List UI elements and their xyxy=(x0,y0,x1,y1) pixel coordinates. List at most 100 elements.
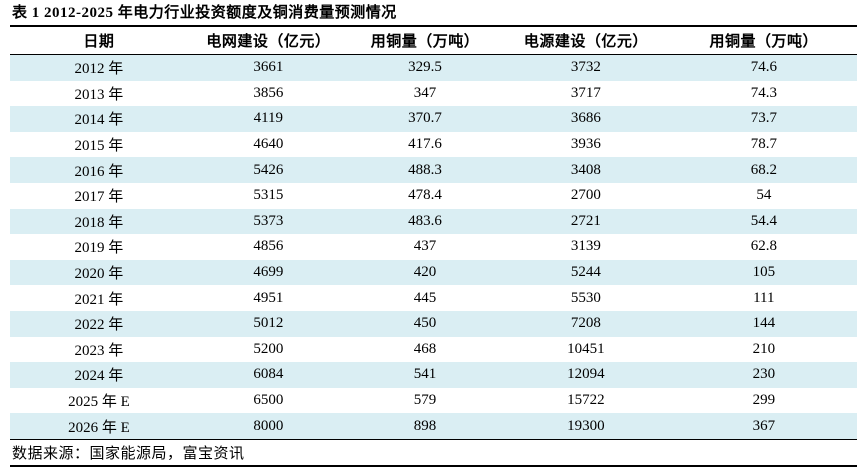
cell-value: 417.6 xyxy=(408,136,442,153)
cell-value: 450 xyxy=(413,315,437,332)
table-header: 日期 电网建设（亿元） 用铜量（万吨） 电源建设（亿元） 用铜量（万吨） xyxy=(10,26,857,55)
cell-value: 144 xyxy=(752,315,776,332)
cell-value: 420 xyxy=(413,264,437,281)
header-grid-copper: 用铜量（万吨） xyxy=(348,26,502,55)
cell-value: 3717 xyxy=(570,84,601,101)
cell-value: 7208 xyxy=(570,315,601,332)
cell-value: 478.4 xyxy=(408,187,442,204)
cell-value: 437 xyxy=(413,238,437,255)
header-row: 日期 电网建设（亿元） 用铜量（万吨） 电源建设（亿元） 用铜量（万吨） xyxy=(10,26,857,55)
cell-date: 2014 年 xyxy=(74,112,124,129)
cell-value: 3408 xyxy=(570,161,601,178)
cell-value: 3661 xyxy=(253,59,284,76)
cell-value: 19300 xyxy=(567,417,605,434)
cell-value: 468 xyxy=(413,340,437,357)
cell-value: 54.4 xyxy=(750,212,777,229)
cell-date: 2022 年 xyxy=(74,317,124,334)
source-note: 数据来源：国家能源局，富宝资讯 xyxy=(10,438,857,466)
cell-value: 5244 xyxy=(570,264,601,281)
table-row: 2013 年 3856 347 3717 74.3 xyxy=(10,81,857,107)
cell-value: 62.8 xyxy=(750,238,777,255)
header-date: 日期 xyxy=(10,26,188,55)
cell-date: 2023 年 xyxy=(74,342,124,359)
cell-value: 367 xyxy=(752,417,776,434)
table-row: 2017 年 5315 478.4 2700 54 xyxy=(10,183,857,209)
table-row: 2018 年 5373 483.6 2721 54.4 xyxy=(10,208,857,235)
cell-value: 15722 xyxy=(567,392,605,409)
cell-value: 4640 xyxy=(253,136,284,153)
table-row: 2015 年 4640 417.6 3936 78.7 xyxy=(10,132,857,158)
cell-date: 2013 年 xyxy=(74,86,124,103)
header-power-investment: 电源建设（亿元） xyxy=(501,26,671,55)
cell-value: 6500 xyxy=(253,392,284,409)
cell-value: 5373 xyxy=(253,212,284,229)
header-power-copper: 用铜量（万吨） xyxy=(670,26,857,55)
table-row: 2016 年 5426 488.3 3408 68.2 xyxy=(10,157,857,183)
cell-date: 2019 年 xyxy=(74,240,124,257)
cell-value: 299 xyxy=(752,392,776,409)
cell-value: 4119 xyxy=(253,110,284,127)
cell-value: 370.7 xyxy=(408,110,442,127)
cell-date: 2012 年 xyxy=(74,61,124,78)
cell-value: 483.6 xyxy=(408,212,442,229)
cell-value: 5012 xyxy=(253,315,284,332)
table-row: 2023 年 5200 468 10451 210 xyxy=(10,337,857,363)
table-row: 2024 年 6084 541 12094 230 xyxy=(10,362,857,388)
cell-value: 8000 xyxy=(253,417,284,434)
cell-value: 488.3 xyxy=(408,161,442,178)
cell-value: 347 xyxy=(413,84,437,101)
table-row: 2025 年 E 6500 579 15722 299 xyxy=(10,388,857,414)
cell-value: 579 xyxy=(413,392,437,409)
cell-date: 2024 年 xyxy=(74,368,124,385)
cell-value: 541 xyxy=(413,366,437,383)
cell-value: 5315 xyxy=(253,187,284,204)
cell-value: 3732 xyxy=(570,59,601,76)
cell-date: 2026 年 E xyxy=(68,419,130,436)
cell-value: 5200 xyxy=(253,340,284,357)
cell-value: 10451 xyxy=(567,340,605,357)
cell-date: 2020 年 xyxy=(74,266,124,283)
cell-value: 3856 xyxy=(253,84,284,101)
cell-value: 12094 xyxy=(567,366,605,383)
cell-value: 445 xyxy=(413,289,437,306)
header-grid-investment: 电网建设（亿元） xyxy=(187,26,349,55)
cell-value: 4699 xyxy=(253,264,284,281)
cell-value: 5426 xyxy=(253,161,284,178)
cell-value: 74.3 xyxy=(750,84,777,101)
table-footer: 数据来源：国家能源局，富宝资讯 xyxy=(10,438,857,466)
cell-date: 2018 年 xyxy=(74,214,124,231)
cell-value: 210 xyxy=(752,340,776,357)
table-row: 2014 年 4119 370.7 3686 73.7 xyxy=(10,106,857,132)
table-row: 2019 年 4856 437 3139 62.8 xyxy=(10,234,857,260)
table-row: 2012 年 3661 329.5 3732 74.6 xyxy=(10,54,857,81)
table-row: 2021 年 4951 445 5530 111 xyxy=(10,285,857,311)
cell-value: 5530 xyxy=(570,289,601,306)
table-row: 2020 年 4699 420 5244 105 xyxy=(10,259,857,286)
cell-value: 3936 xyxy=(570,136,601,153)
cell-date: 2016 年 xyxy=(74,163,124,180)
cell-date: 2017 年 xyxy=(74,189,124,206)
cell-value: 68.2 xyxy=(750,161,777,178)
table-row: 2022 年 5012 450 7208 144 xyxy=(10,310,857,337)
cell-value: 73.7 xyxy=(750,110,777,127)
cell-value: 6084 xyxy=(253,366,284,383)
cell-value: 230 xyxy=(752,366,776,383)
cell-value: 329.5 xyxy=(408,59,442,76)
table-row: 2026 年 E 8000 898 19300 367 xyxy=(10,413,857,440)
cell-value: 2721 xyxy=(570,212,601,229)
cell-value: 3139 xyxy=(570,238,601,255)
cell-value: 3686 xyxy=(570,110,601,127)
cell-value: 4856 xyxy=(253,238,284,255)
cell-value: 74.6 xyxy=(750,59,777,76)
cell-value: 898 xyxy=(413,417,437,434)
table-body: 2012 年 3661 329.5 3732 74.6 2013 年 3856 347 3717… xyxy=(10,54,857,440)
data-table: 日期 电网建设（亿元） 用铜量（万吨） 电源建设（亿元） 用铜量（万吨） 201… xyxy=(10,25,857,467)
table-title: 表 1 2012-2025 年电力行业投资额度及铜消费量预测情况 xyxy=(12,5,397,21)
cell-value: 105 xyxy=(752,264,776,281)
cell-value: 78.7 xyxy=(750,136,777,153)
cell-value: 111 xyxy=(753,289,775,306)
source-row: 数据来源：国家能源局，富宝资讯 xyxy=(10,438,857,466)
cell-value: 54 xyxy=(756,187,772,204)
cell-date: 2015 年 xyxy=(74,138,124,155)
